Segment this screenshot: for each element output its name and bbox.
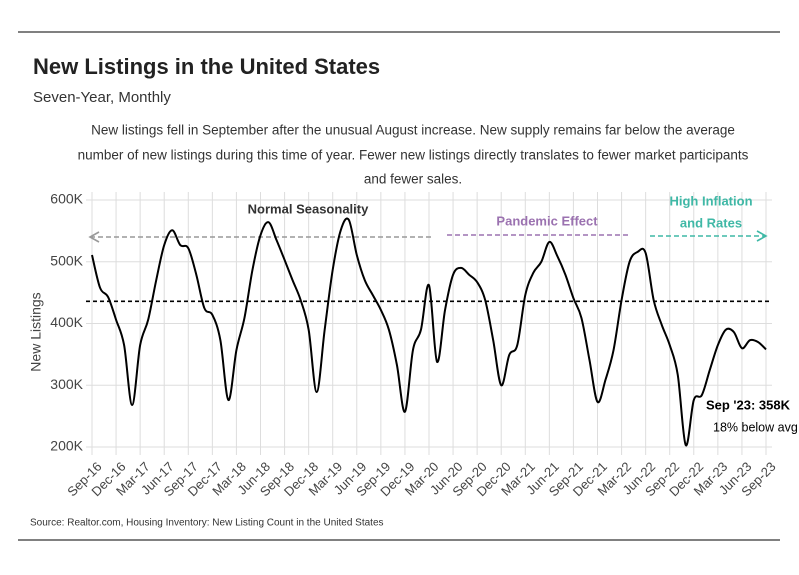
source: Source: Realtor.com, Housing Inventory: … <box>30 518 384 529</box>
y-tick-label: 500K <box>50 252 83 268</box>
annotation-text: Normal Seasonality <box>248 201 369 216</box>
average-note: 18% below avg <box>713 420 798 434</box>
y-tick-label: 200K <box>50 438 83 454</box>
value-label: Sep '23: 358K <box>706 397 791 412</box>
annotation-text: Pandemic Effect <box>496 213 598 228</box>
annotation-text: and Rates <box>680 215 742 230</box>
description: New listings fell in September after the… <box>91 123 735 138</box>
chart-subtitle: Seven-Year, Monthly <box>33 89 171 106</box>
description: and fewer sales. <box>364 172 462 187</box>
y-axis-label: New Listings <box>28 292 44 371</box>
arrow-head <box>88 231 100 243</box>
data-line <box>91 217 767 447</box>
chart-title: New Listings in the United States <box>33 54 380 79</box>
description: number of new listings during this time … <box>78 148 749 163</box>
annotation-text: High Inflation <box>669 193 752 208</box>
y-tick-label: 600K <box>50 191 83 207</box>
arrow-head <box>756 230 768 242</box>
y-tick-label: 300K <box>50 376 83 392</box>
y-tick-label: 400K <box>50 314 83 330</box>
